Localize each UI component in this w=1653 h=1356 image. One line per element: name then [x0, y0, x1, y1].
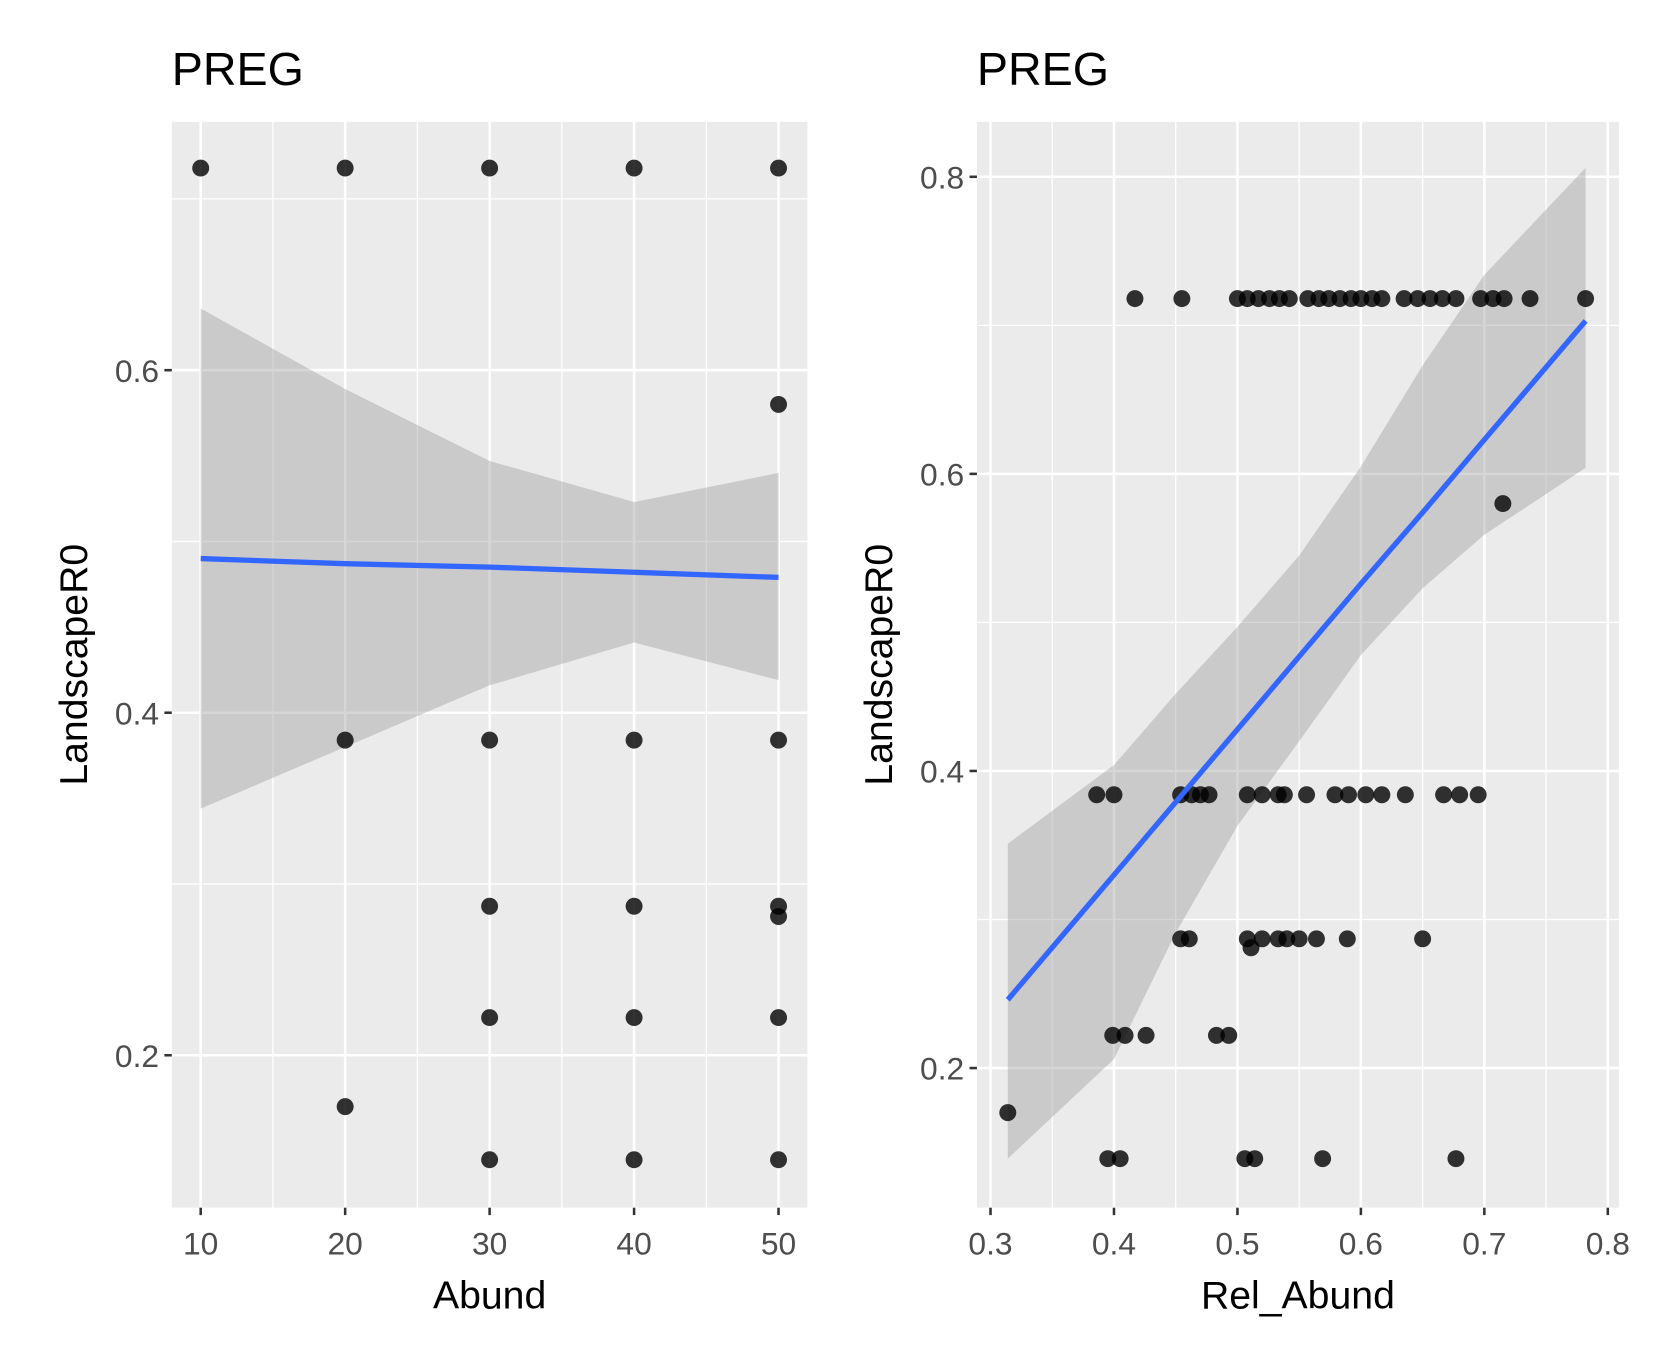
point — [1421, 290, 1439, 308]
panel-background — [976, 121, 1619, 1208]
y-axis-label: LandscapeR0 — [53, 544, 96, 786]
panel — [171, 121, 808, 1208]
fit-line — [1005, 319, 1588, 1002]
point — [1111, 1150, 1129, 1168]
chart-title: PREG — [977, 43, 1109, 95]
point — [1275, 786, 1293, 804]
x-axis-label: Rel_Abund — [1201, 1274, 1395, 1317]
y-tick-label: 0.4 — [115, 695, 159, 731]
point — [770, 159, 788, 177]
point — [1105, 786, 1123, 804]
point — [1116, 1026, 1134, 1044]
point — [1373, 290, 1391, 308]
point — [1207, 1026, 1225, 1044]
point — [1099, 1150, 1117, 1168]
point — [481, 731, 499, 749]
point — [481, 1009, 499, 1027]
point — [1447, 290, 1465, 308]
point — [336, 159, 354, 177]
point — [625, 731, 643, 749]
x-tick-label: 10 — [183, 1225, 218, 1261]
x-tick-label: 0.3 — [968, 1225, 1012, 1261]
point — [625, 1009, 643, 1027]
point — [1307, 930, 1325, 948]
point — [625, 1151, 643, 1169]
point — [1088, 786, 1106, 804]
point — [1435, 786, 1453, 804]
point — [770, 395, 788, 413]
point — [192, 159, 210, 177]
x-tick-label: 0.5 — [1215, 1225, 1259, 1261]
point — [1577, 290, 1595, 308]
x-tick-label: 40 — [616, 1225, 651, 1261]
point — [1173, 290, 1191, 308]
point — [1220, 1026, 1238, 1044]
point — [1246, 1150, 1264, 1168]
x-axis-label: Abund — [433, 1274, 546, 1317]
point — [770, 1151, 788, 1169]
point — [1298, 786, 1316, 804]
point — [336, 731, 354, 749]
point — [770, 1009, 788, 1027]
point — [336, 1098, 354, 1116]
y-tick-label: 0.2 — [115, 1038, 159, 1074]
point — [1238, 786, 1256, 804]
point — [1409, 290, 1427, 308]
point — [999, 1104, 1017, 1122]
point — [1314, 1150, 1332, 1168]
point — [625, 897, 643, 915]
x-tick-label: 0.7 — [1462, 1225, 1506, 1261]
point — [1521, 290, 1539, 308]
point — [1357, 786, 1375, 804]
point — [1433, 290, 1451, 308]
y-tick-label: 0.6 — [920, 457, 964, 493]
y-tick-label: 0.8 — [920, 159, 964, 195]
y-axis-label: LandscapeR0 — [858, 544, 901, 786]
fit-line — [200, 555, 779, 581]
x-tick-label: 20 — [327, 1225, 362, 1261]
point — [1180, 930, 1198, 948]
point — [1126, 290, 1144, 308]
y-tick-label: 0.4 — [920, 754, 964, 790]
point — [1414, 930, 1432, 948]
point — [481, 897, 499, 915]
panel — [976, 121, 1619, 1208]
x-tick-label: 0.6 — [1339, 1225, 1383, 1261]
point — [1280, 290, 1298, 308]
point — [481, 159, 499, 177]
point — [1253, 786, 1271, 804]
point — [770, 908, 788, 926]
point — [1290, 930, 1308, 948]
point — [1494, 495, 1512, 513]
point — [1395, 290, 1413, 308]
point — [1447, 1150, 1465, 1168]
point — [1137, 1026, 1155, 1044]
point — [1278, 930, 1296, 948]
point — [1373, 786, 1391, 804]
chart-title: PREG — [172, 43, 304, 95]
point — [770, 731, 788, 749]
point — [1451, 786, 1469, 804]
point — [1338, 930, 1356, 948]
y-tick-label: 0.6 — [115, 353, 159, 389]
x-tick-label: 0.4 — [1092, 1225, 1136, 1261]
point — [1242, 939, 1260, 957]
point — [1200, 786, 1218, 804]
y-tick-label: 0.2 — [920, 1051, 964, 1087]
point — [1104, 1026, 1122, 1044]
point — [1326, 786, 1344, 804]
confidence-band — [200, 308, 779, 809]
point — [625, 159, 643, 177]
point — [1396, 786, 1414, 804]
x-tick-label: 50 — [761, 1225, 796, 1261]
point — [1340, 786, 1358, 804]
point — [1472, 290, 1490, 308]
point — [1495, 290, 1513, 308]
point — [1469, 786, 1487, 804]
x-tick-label: 30 — [472, 1225, 507, 1261]
point — [481, 1151, 499, 1169]
x-tick-label: 0.8 — [1586, 1225, 1630, 1261]
